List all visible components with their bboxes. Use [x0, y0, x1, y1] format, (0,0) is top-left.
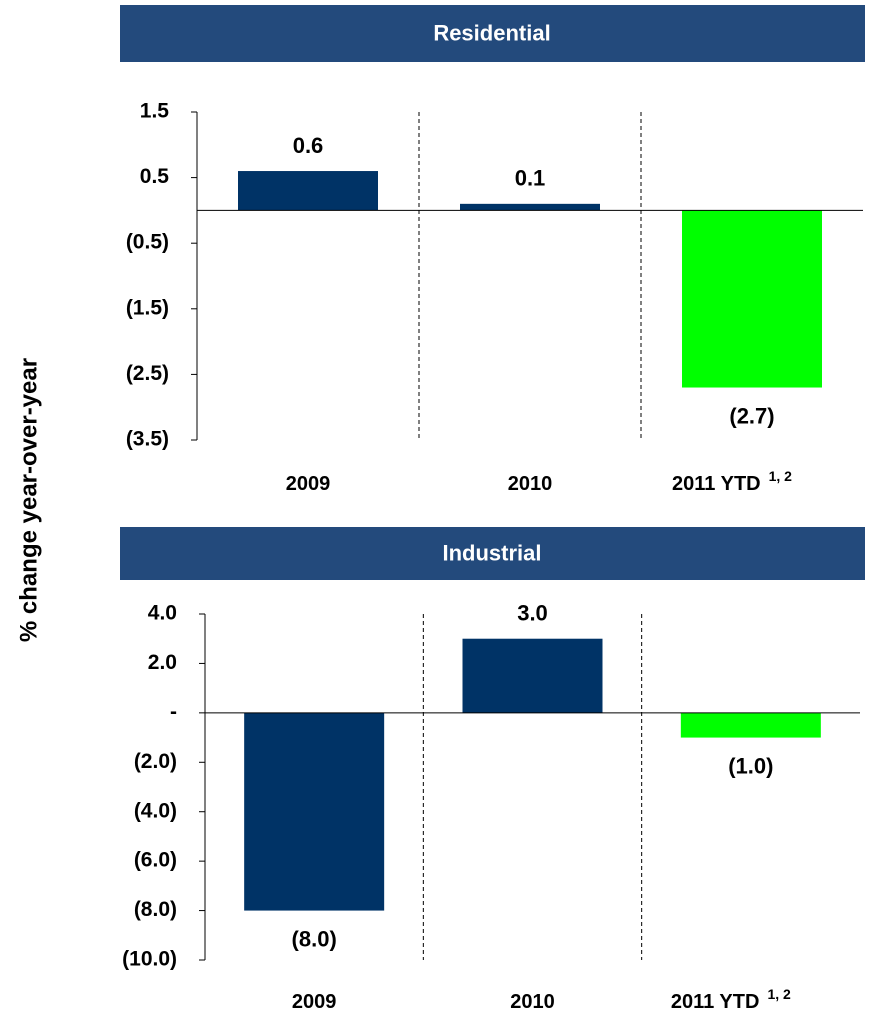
category: 2011 YTD [672, 473, 761, 495]
y-tick-label: (4.0) [134, 799, 177, 822]
category: 2009 [292, 991, 337, 1013]
category: 2010 [510, 991, 555, 1013]
y-tick-label: (1.5) [126, 296, 169, 319]
category: 2010 [508, 473, 553, 495]
data-label: 3.0 [517, 601, 548, 626]
x-tick-label: 2011 YTD 1, 2 [671, 986, 791, 1014]
header-bar [120, 5, 865, 62]
y-tick-label: (8.0) [134, 898, 177, 921]
bar [460, 203, 600, 211]
y-tick-label: (2.5) [126, 362, 169, 385]
y-tick-label: (6.0) [134, 849, 177, 872]
data-label: 0.6 [293, 133, 324, 158]
footnote: 1, 2 [767, 986, 791, 1002]
chart-title: Industrial [442, 540, 541, 565]
y-tick-label: (2.0) [134, 750, 177, 773]
category: 2011 YTD [671, 991, 760, 1013]
header-bar [120, 527, 865, 580]
chart-title: Residential [433, 20, 550, 45]
data-label: (2.7) [729, 403, 774, 428]
y-tick-label: (3.5) [126, 428, 169, 451]
data-label: (1.0) [728, 753, 773, 778]
y-tick-label: 2.0 [148, 651, 177, 674]
footnote: 1, 2 [769, 468, 793, 484]
x-tick-label: 2009 [292, 991, 337, 1013]
x-tick-label: 2011 YTD 1, 2 [672, 468, 792, 496]
x-tick-label: 2009 [286, 473, 331, 495]
y-tick-label: 4.0 [148, 602, 177, 625]
bar [682, 210, 822, 388]
bar [680, 712, 821, 738]
y-tick-label: (0.5) [126, 231, 169, 254]
data-label: 0.1 [515, 166, 546, 191]
category: 2009 [286, 473, 331, 495]
x-tick-label: 2010 [510, 991, 555, 1013]
y-axis-label: % change year-over-year [15, 358, 42, 642]
data-label: (8.0) [292, 926, 337, 951]
x-tick-label: 2010 [508, 473, 553, 495]
y-tick-label: 0.5 [140, 165, 170, 188]
y-tick-label: 1.5 [140, 100, 170, 123]
y-tick-label: - [170, 700, 177, 723]
bar [462, 638, 603, 713]
y-tick-label: (10.0) [122, 948, 177, 971]
bar [244, 712, 385, 911]
bar [238, 171, 378, 211]
